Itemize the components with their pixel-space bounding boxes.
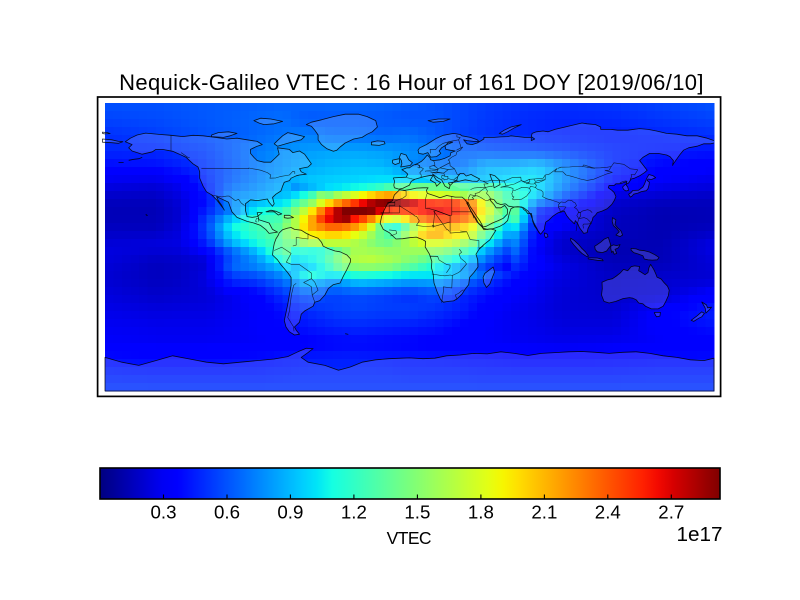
- svg-text:2.4: 2.4: [595, 502, 621, 523]
- svg-text:0.3: 0.3: [151, 502, 177, 523]
- svg-text:1e17: 1e17: [676, 523, 722, 546]
- svg-text:2.7: 2.7: [658, 502, 684, 523]
- svg-text:Nequick-Galileo VTEC : 16 Hour: Nequick-Galileo VTEC : 16 Hour of 161 DO…: [119, 70, 704, 95]
- svg-text:2.1: 2.1: [531, 502, 557, 523]
- svg-text:1.5: 1.5: [404, 502, 430, 523]
- svg-text:1.2: 1.2: [341, 502, 367, 523]
- svg-text:0.9: 0.9: [277, 502, 303, 523]
- svg-text:1.8: 1.8: [468, 502, 494, 523]
- svg-text:0.6: 0.6: [214, 502, 240, 523]
- svg-text:VTEC: VTEC: [387, 528, 431, 548]
